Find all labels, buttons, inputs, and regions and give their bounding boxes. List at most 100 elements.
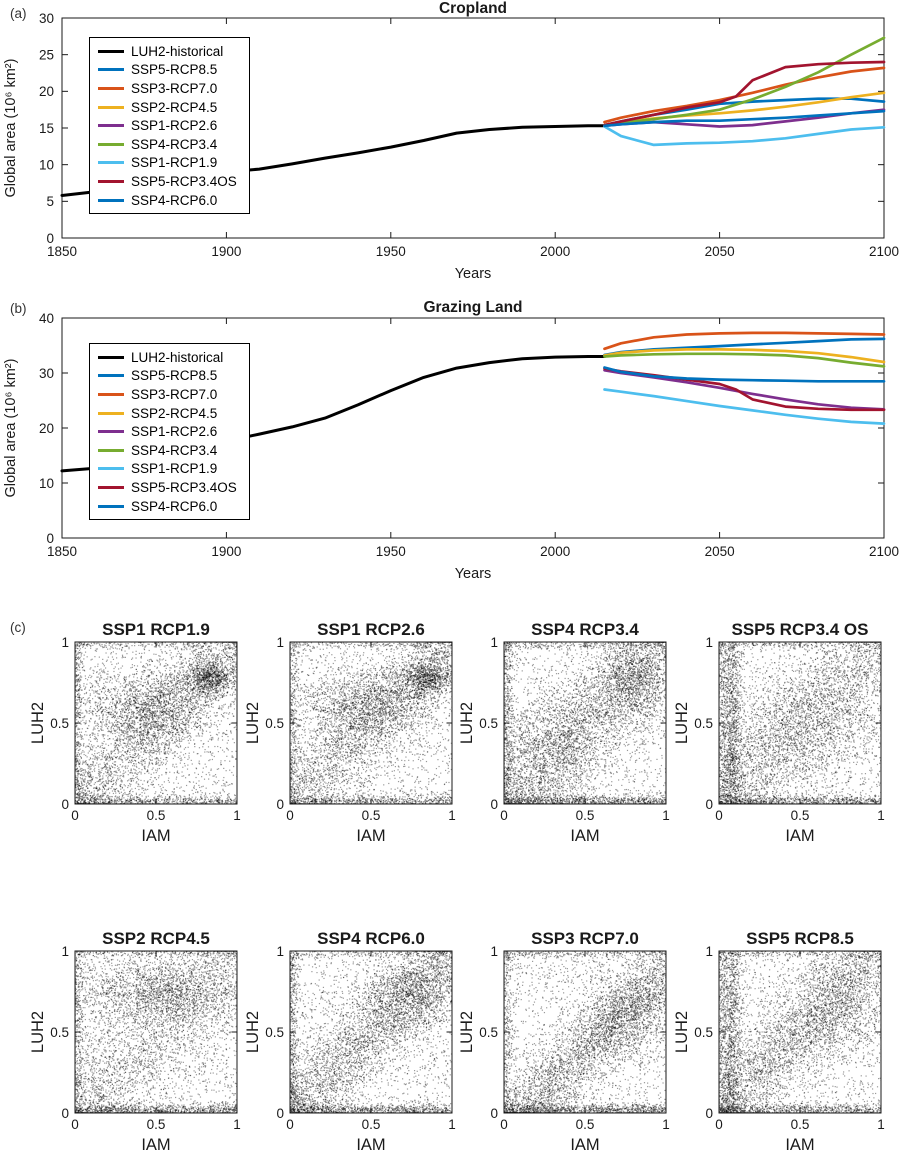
scatter-panel-ssp2-rcp4.5: 0 0.5 1 0 0.5 1 SSP2 RCP4.5 IAM LUH2 xyxy=(30,931,245,1154)
legend-label: SSP5-RCP3.4OS xyxy=(131,479,237,495)
x-tick-label: 0.5 xyxy=(361,1117,380,1132)
y-tick-label: 0 xyxy=(276,1106,284,1121)
y-tick-label: 0 xyxy=(491,797,499,812)
legend-item: SSP1-RCP1.9 xyxy=(98,460,237,479)
y-tick-label: 20 xyxy=(39,84,54,99)
y-axis-label: LUH2 xyxy=(674,702,691,744)
y-tick-label: 1 xyxy=(276,944,284,959)
x-tick-label: 0 xyxy=(286,808,294,823)
scatter-panel-ssp5-rcp3.4-os: 0 0.5 1 0 0.5 1 SSP5 RCP3.4 OS IAM LUH2 xyxy=(674,622,889,854)
y-tick-label: 1 xyxy=(276,635,284,650)
x-axis-label: IAM xyxy=(785,1136,814,1154)
scatter-panel-ssp3-rcp7.0: 0 0.5 1 0 0.5 1 SSP3 RCP7.0 IAM LUH2 xyxy=(459,931,674,1154)
series-line-SSP5-RCP8.5 xyxy=(603,337,886,357)
x-axis-label: IAM xyxy=(356,827,385,845)
scatter-grid: 0 0.5 1 0 0.5 1 SSP1 RCP1.9 IAM LUH2 0 0.5 1 0 0.5 1 SS… xyxy=(0,622,924,1154)
legend-label: SSP3-RCP7.0 xyxy=(131,386,218,402)
scatter-points-canvas xyxy=(289,951,452,1113)
y-tick-label: 0.5 xyxy=(50,716,69,731)
scatter-points-canvas xyxy=(719,951,882,1113)
y-tick-label: 1 xyxy=(706,944,714,959)
x-tick-label: 0.5 xyxy=(576,808,595,823)
y-axis-label: Global area (10⁶ km²) xyxy=(3,359,19,498)
x-tick-label: 1 xyxy=(663,1117,671,1132)
series-line-SSP4-RCP6.0 xyxy=(603,366,886,383)
x-tick-label: 1 xyxy=(877,1117,885,1132)
legend-item: LUH2-historical xyxy=(98,348,237,367)
legend-label: SSP4-RCP3.4 xyxy=(131,136,218,152)
panel-a-label: (a) xyxy=(10,6,27,21)
x-tick-label: 0.5 xyxy=(361,808,380,823)
legend-line-swatch xyxy=(98,105,124,109)
legend-line-swatch xyxy=(98,49,124,54)
chart-title: Cropland xyxy=(439,0,507,17)
legend-line-swatch xyxy=(98,374,124,378)
scatter-panel-ssp5-rcp8.5: 0 0.5 1 0 0.5 1 SSP5 RCP8.5 IAM LUH2 xyxy=(674,931,889,1154)
y-tick-label: 1 xyxy=(706,635,714,650)
scatter-title: SSP3 RCP7.0 xyxy=(532,931,640,948)
legend-item: SSP2-RCP4.5 xyxy=(98,404,237,423)
y-tick-label: 1 xyxy=(61,635,69,650)
scatter-title: SSP5 RCP3.4 OS xyxy=(732,622,869,639)
legend-item: SSP1-RCP2.6 xyxy=(98,116,237,135)
y-tick-label: 0.5 xyxy=(480,1025,499,1040)
x-tick-label: 2050 xyxy=(705,544,735,559)
y-tick-label: 0 xyxy=(46,231,54,246)
x-tick-label: 1 xyxy=(877,808,885,823)
legend-item: LUH2-historical xyxy=(98,42,237,61)
x-tick-label: 0 xyxy=(715,808,723,823)
x-axis-label: IAM xyxy=(785,827,814,845)
legend-label: SSP5-RCP8.5 xyxy=(131,368,218,384)
legend-item: SSP1-RCP2.6 xyxy=(98,422,237,441)
x-axis-label: IAM xyxy=(571,1136,600,1154)
panel-b-label: (b) xyxy=(10,301,27,316)
chart-title: Grazing Land xyxy=(423,299,522,316)
y-tick-label: 0 xyxy=(706,797,714,812)
scatter-points-canvas xyxy=(719,642,882,804)
y-axis-label: Global area (10⁶ km²) xyxy=(3,59,19,198)
x-tick-label: 1 xyxy=(233,1117,241,1132)
scatter-points-canvas xyxy=(289,642,452,804)
x-tick-label: 0 xyxy=(71,808,79,823)
grazing-legend: LUH2-historical SSP5-RCP8.5 SSP3-RCP7.0 SSP… xyxy=(89,343,250,521)
x-axis-label: IAM xyxy=(141,1136,170,1154)
x-tick-label: 0.5 xyxy=(791,808,810,823)
x-tick-label: 0.5 xyxy=(147,1117,166,1132)
legend-label: SSP5-RCP8.5 xyxy=(131,62,218,78)
y-tick-label: 0.5 xyxy=(694,1025,713,1040)
x-axis-label: IAM xyxy=(141,827,170,845)
y-tick-label: 0 xyxy=(61,797,69,812)
y-tick-label: 10 xyxy=(39,157,54,172)
y-tick-label: 15 xyxy=(39,121,54,136)
legend-item: SSP4-RCP3.4 xyxy=(98,135,237,154)
legend-item: SSP4-RCP3.4 xyxy=(98,441,237,460)
legend-label: SSP5-RCP3.4OS xyxy=(131,173,237,189)
legend-line-swatch xyxy=(98,411,124,415)
legend-item: SSP5-RCP3.4OS xyxy=(98,478,237,497)
y-tick-label: 1 xyxy=(491,635,499,650)
series-line-SSP2-RCP4.5 xyxy=(603,348,886,364)
scatter-title: SSP5 RCP8.5 xyxy=(746,931,854,948)
x-axis-label: Years xyxy=(455,566,492,582)
x-tick-label: 2100 xyxy=(869,244,899,259)
y-tick-label: 25 xyxy=(39,47,54,62)
series-line-SSP1-RCP1.9 xyxy=(603,125,886,147)
x-tick-label: 1 xyxy=(448,1117,456,1132)
y-tick-label: 10 xyxy=(39,476,54,491)
legend-line-swatch xyxy=(98,68,124,72)
x-tick-label: 1 xyxy=(448,808,456,823)
x-tick-label: 0 xyxy=(715,1117,723,1132)
legend-label: SSP1-RCP2.6 xyxy=(131,118,218,134)
x-tick-label: 0.5 xyxy=(147,808,166,823)
x-axis-label: IAM xyxy=(356,1136,385,1154)
y-tick-label: 30 xyxy=(39,366,54,381)
y-axis-label: LUH2 xyxy=(245,702,262,744)
y-axis-label: LUH2 xyxy=(30,1011,47,1053)
y-axis-label: LUH2 xyxy=(245,1011,262,1053)
x-tick-label: 0 xyxy=(286,1117,294,1132)
scatter-panel-ssp1-rcp1.9: 0 0.5 1 0 0.5 1 SSP1 RCP1.9 IAM LUH2 xyxy=(30,622,245,854)
legend-item: SSP2-RCP4.5 xyxy=(98,98,237,117)
x-axis-label: Years xyxy=(455,266,492,282)
y-axis-label: LUH2 xyxy=(30,702,47,744)
